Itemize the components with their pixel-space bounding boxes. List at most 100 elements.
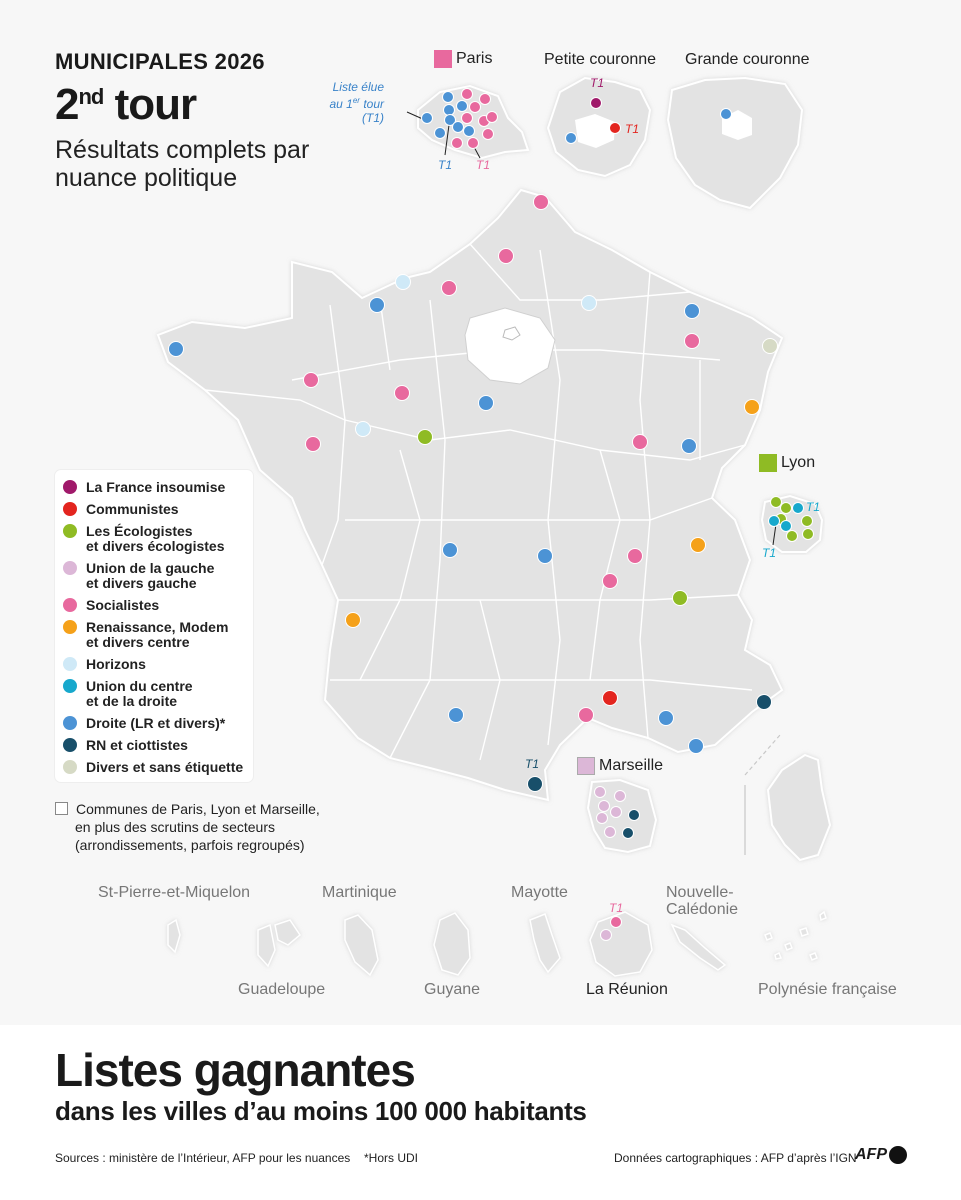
label-guadeloupe: Guadeloupe bbox=[238, 981, 326, 998]
city-dot-lr bbox=[168, 341, 184, 357]
city-dot-soc bbox=[461, 112, 473, 124]
legend-item: RN et ciottistes bbox=[63, 738, 188, 753]
legend-item: La France insoumise bbox=[63, 480, 225, 495]
city-dot-eco bbox=[802, 528, 814, 540]
legend-dot-icon bbox=[63, 760, 77, 774]
legend-note: Communes de Paris, Lyon et Marseille, en… bbox=[55, 800, 345, 854]
city-dot-ucd bbox=[780, 520, 792, 532]
label-reunion: La Réunion bbox=[586, 981, 668, 998]
city-dot-lr bbox=[434, 127, 446, 139]
marseille-swatch bbox=[577, 757, 595, 775]
label-martinique: Martinique bbox=[322, 884, 397, 901]
city-dot-soc bbox=[486, 111, 498, 123]
grande-couronne-label: Grande couronne bbox=[685, 51, 810, 68]
city-dot-soc bbox=[533, 194, 549, 210]
martinique-shape bbox=[344, 914, 379, 977]
city-dot-lr bbox=[442, 91, 454, 103]
legend-item: Divers et sans étiquette bbox=[63, 760, 243, 775]
paris-callout: Liste élue au 1er tour (T1) bbox=[329, 80, 385, 125]
legend-label: Droite (LR et divers)* bbox=[86, 715, 226, 731]
paris-label: Paris bbox=[434, 50, 492, 68]
legend-item: Communistes bbox=[63, 502, 179, 517]
city-dot-hor bbox=[581, 295, 597, 311]
label-mayotte: Mayotte bbox=[511, 884, 568, 901]
city-dot-eco bbox=[801, 515, 813, 527]
t1-pc-pc: T1 bbox=[625, 122, 640, 136]
city-dot-ren bbox=[744, 399, 760, 415]
city-dot-ug bbox=[614, 790, 626, 802]
city-dot-soc bbox=[451, 137, 463, 149]
legend-label: Socialistes bbox=[86, 597, 160, 613]
city-dot-eco bbox=[770, 496, 782, 508]
legend-item: Union du centre et de la droite bbox=[63, 679, 193, 709]
city-dot-hor bbox=[355, 421, 371, 437]
city-dot-ug bbox=[596, 812, 608, 824]
department-borders bbox=[204, 243, 753, 761]
legend-item: Les Écologistes et divers écologistes bbox=[63, 524, 225, 554]
legend-item: Union de la gauche et divers gauche bbox=[63, 561, 214, 591]
t1-lyon-a: T1 bbox=[806, 500, 821, 514]
t1-pc-lfi: T1 bbox=[590, 76, 605, 90]
city-dot-eco bbox=[417, 429, 433, 445]
guyane-shape bbox=[433, 912, 471, 976]
city-dot-lr bbox=[444, 114, 456, 126]
t1-reunion: T1 bbox=[609, 901, 624, 915]
city-dot-soc bbox=[602, 573, 618, 589]
city-dot-lr bbox=[443, 104, 455, 116]
legend-label: Renaissance, Modem et divers centre bbox=[86, 619, 229, 650]
legend-dot-icon bbox=[63, 561, 77, 575]
marseille-label: Marseille bbox=[577, 757, 663, 775]
legend-dot-icon bbox=[63, 620, 77, 634]
corsica bbox=[766, 753, 832, 862]
label-polynesie: Polynésie française bbox=[758, 981, 897, 998]
petite-couronne-label: Petite couronne bbox=[544, 51, 657, 68]
city-dot-hor bbox=[395, 274, 411, 290]
label-guyane: Guyane bbox=[424, 981, 481, 998]
legend-label: RN et ciottistes bbox=[86, 737, 188, 753]
city-dots bbox=[168, 88, 814, 941]
overseas-shapes bbox=[167, 910, 827, 977]
paris-swatch bbox=[434, 50, 452, 68]
city-dot-soc bbox=[632, 434, 648, 450]
legend-dot-icon bbox=[63, 524, 77, 538]
city-dot-lr bbox=[369, 297, 385, 313]
page-title: 2nd tour bbox=[55, 80, 197, 129]
lyon-swatch bbox=[759, 454, 777, 472]
t1-toulon: T1 bbox=[525, 757, 540, 771]
legend-dot-icon bbox=[63, 598, 77, 612]
legend-label: Union de la gauche et divers gauche bbox=[86, 560, 215, 591]
label-nc: Nouvelle- Calédonie bbox=[666, 884, 739, 918]
cartography-credit: Données cartographiques : AFP d’après l’… bbox=[614, 1151, 857, 1165]
city-dot-ug bbox=[594, 786, 606, 798]
city-dot-lr bbox=[681, 438, 697, 454]
legend-item: Droite (LR et divers)* bbox=[63, 716, 225, 731]
city-dot-lr bbox=[688, 738, 704, 754]
city-dot-pc bbox=[609, 122, 621, 134]
ile-de-france-hole bbox=[464, 307, 556, 385]
afp-logo: AFP bbox=[855, 1146, 907, 1164]
grande-couronne-inset bbox=[666, 76, 804, 210]
legend-item: Renaissance, Modem et divers centre bbox=[63, 620, 228, 650]
city-dot-ren bbox=[345, 612, 361, 628]
city-dot-soc bbox=[441, 280, 457, 296]
city-dot-pc bbox=[602, 690, 618, 706]
paris-small-hole bbox=[502, 326, 521, 341]
city-dot-soc bbox=[498, 248, 514, 264]
city-dot-soc bbox=[479, 93, 491, 105]
legend-dot-icon bbox=[63, 502, 77, 516]
city-dot-lr bbox=[565, 132, 577, 144]
label-spm: St-Pierre-et-Miquelon bbox=[98, 884, 251, 901]
headline: Listes gagnantes bbox=[55, 1044, 416, 1096]
city-dot-soc bbox=[394, 385, 410, 401]
city-dot-ucd bbox=[792, 502, 804, 514]
city-dot-lr bbox=[658, 710, 674, 726]
lyon-label: Lyon bbox=[759, 454, 815, 472]
city-dot-lr bbox=[421, 112, 433, 124]
city-dot-soc bbox=[578, 707, 594, 723]
t1-paris-b: T1 bbox=[476, 158, 491, 172]
polynesie-shape bbox=[764, 910, 827, 961]
mayotte-shape bbox=[529, 913, 561, 974]
city-dot-lr bbox=[720, 108, 732, 120]
city-dot-rn bbox=[628, 809, 640, 821]
city-dot-ug bbox=[600, 929, 612, 941]
